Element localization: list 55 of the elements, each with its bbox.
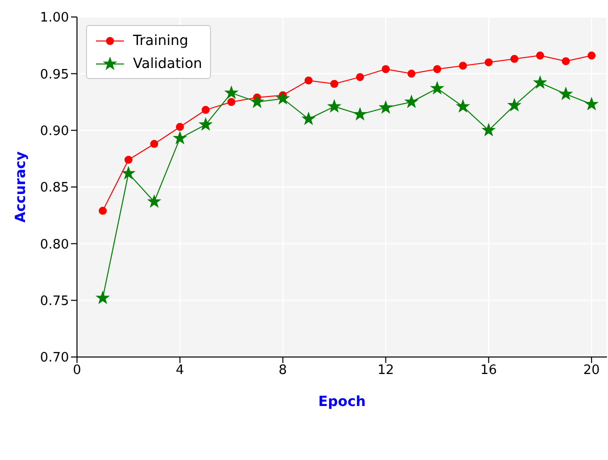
point (328, 100, 340, 112)
point (276, 92, 290, 104)
point (430, 82, 444, 94)
y-tick-label: 1.00 (40, 10, 69, 26)
y-tick-label: 0.80 (40, 237, 69, 252)
point (508, 98, 521, 111)
point (148, 195, 160, 208)
point (304, 76, 313, 84)
point (96, 292, 109, 304)
point (227, 98, 236, 106)
x-tick-label: 4 (176, 363, 184, 378)
point (380, 101, 392, 114)
point (354, 108, 366, 120)
point (150, 140, 158, 148)
point (405, 96, 418, 108)
x-tick-label: 20 (583, 363, 600, 378)
y-tick-label: 0.75 (40, 294, 69, 309)
x-tick-label: 8 (278, 363, 287, 378)
point (199, 118, 212, 130)
point (433, 65, 442, 74)
point (560, 88, 572, 100)
x-tick-label: 12 (377, 363, 394, 378)
y-axis-title: Accuracy (12, 151, 29, 223)
point (250, 96, 264, 108)
point (176, 122, 184, 131)
point (330, 80, 338, 88)
point (174, 132, 186, 144)
point (382, 65, 390, 74)
y-tick-label: 0.90 (40, 124, 69, 139)
point (356, 73, 364, 82)
legend-label: Training (133, 32, 188, 48)
y-tick-label: 0.70 (40, 350, 69, 366)
point (536, 52, 544, 60)
point (585, 98, 598, 110)
point (484, 58, 493, 66)
point (124, 156, 132, 164)
x-axis-title: Epoch (318, 394, 366, 410)
point (510, 54, 518, 63)
point (407, 70, 416, 78)
y-tick-label: 0.85 (40, 180, 69, 196)
point (122, 166, 135, 179)
point (458, 62, 467, 70)
y-tick-label: 0.95 (40, 67, 69, 82)
point (588, 52, 596, 60)
point (302, 112, 315, 124)
x-tick-label: 0 (72, 363, 82, 378)
x-tick-label: 16 (480, 363, 497, 378)
point (202, 106, 210, 114)
point (456, 100, 470, 112)
point (482, 124, 495, 136)
point (225, 86, 238, 98)
point (534, 76, 546, 88)
point (562, 57, 570, 66)
point (98, 206, 107, 215)
legend-label: Validation (133, 56, 202, 72)
